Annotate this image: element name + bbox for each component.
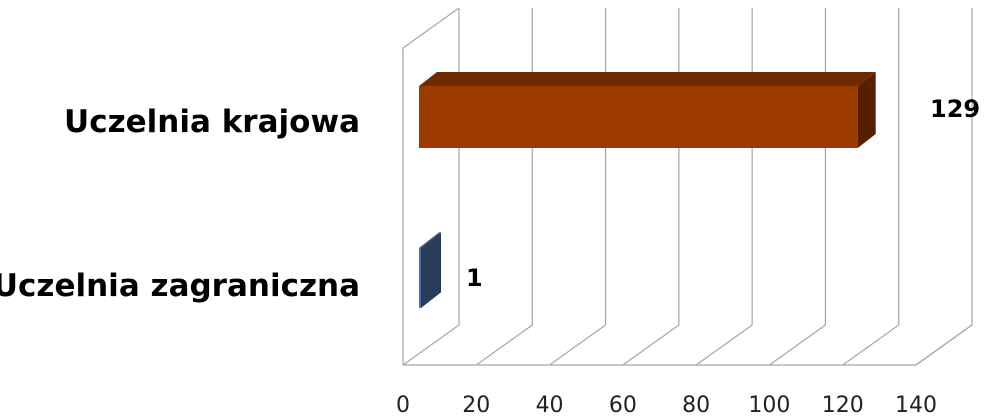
gridline-floor bbox=[769, 324, 826, 366]
chart-labels: 0 20 40 60 80 100 120 140 129 Uczelnia krajowa 1 Uc… bbox=[0, 95, 980, 418]
chart-bars bbox=[419, 71, 876, 308]
bar-top-face bbox=[419, 71, 876, 86]
bar bbox=[419, 86, 858, 148]
x-tick-label: 80 bbox=[682, 393, 710, 418]
gridline-floor bbox=[695, 324, 753, 366]
gridline-floor bbox=[402, 324, 460, 366]
bar-side-face bbox=[421, 232, 441, 308]
data-label: 1 bbox=[466, 264, 483, 292]
chart-grid bbox=[402, 7, 973, 366]
x-tick-label: 120 bbox=[822, 393, 864, 418]
x-tick-label: 20 bbox=[462, 393, 490, 418]
x-tick-label: 0 bbox=[396, 393, 410, 418]
category-label: Uczelnia zagraniczna bbox=[0, 268, 360, 304]
bar-top-face bbox=[419, 232, 441, 248]
bar-side-face bbox=[857, 71, 876, 148]
gridline-floor bbox=[549, 324, 606, 366]
gridline-floor bbox=[915, 324, 973, 366]
x-tick-label: 40 bbox=[536, 393, 564, 418]
bar bbox=[419, 248, 421, 308]
gridline-floor bbox=[475, 324, 533, 366]
category-label: Uczelnia krajowa bbox=[64, 104, 360, 140]
gridline-floor bbox=[622, 324, 680, 366]
x-tick-label: 140 bbox=[895, 393, 937, 418]
x-tick-label: 60 bbox=[609, 393, 637, 418]
data-label: 129 bbox=[930, 95, 980, 123]
x-tick-label: 100 bbox=[748, 393, 790, 418]
wall-top-edge bbox=[402, 7, 460, 49]
gridline-floor bbox=[842, 324, 900, 366]
